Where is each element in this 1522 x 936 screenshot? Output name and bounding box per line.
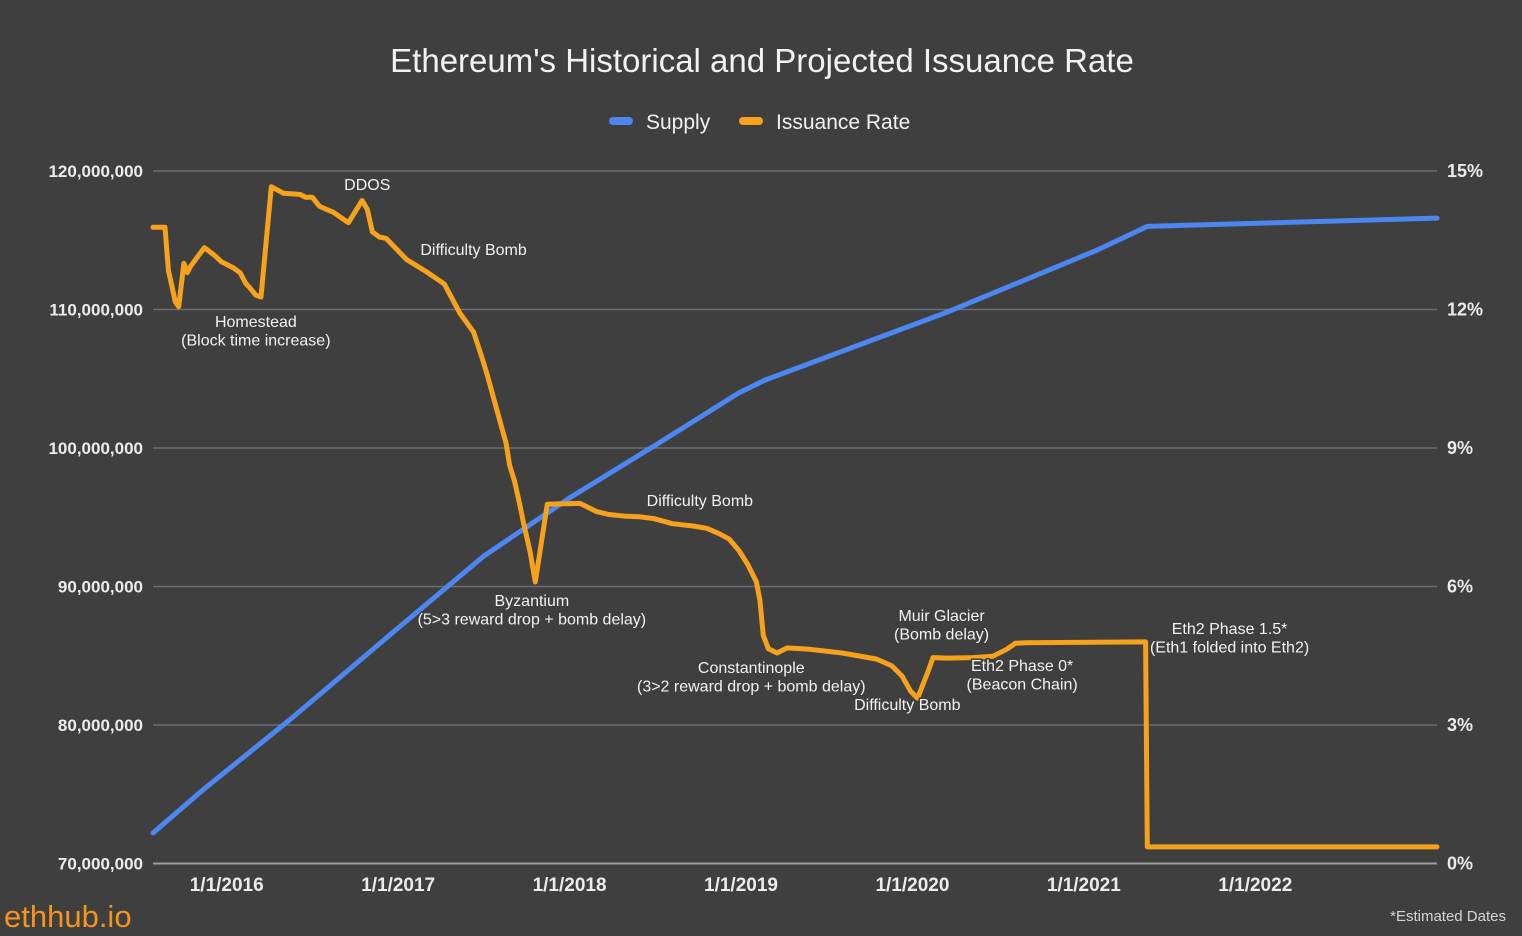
x-axis-tick-label: 1/1/2016 — [190, 875, 264, 896]
annotation-label: Eth2 Phase 0* — [971, 658, 1073, 675]
annotation-label: Constantinople — [698, 660, 805, 677]
legend-swatch-issuance-rate — [739, 117, 763, 125]
x-axis-tick-label: 1/1/2017 — [361, 875, 435, 896]
legend: Supply Issuance Rate — [609, 111, 910, 134]
y-axis-left-tick-label: 70,000,000 — [58, 855, 143, 874]
y-axis-left-tick-label: 100,000,000 — [48, 439, 143, 458]
x-axis-tick-label: 1/1/2018 — [533, 875, 607, 896]
y-axis-left-tick-label: 90,000,000 — [58, 578, 143, 597]
y-axis-left-tick-label: 80,000,000 — [58, 716, 143, 735]
legend-swatch-supply — [609, 117, 633, 125]
y-axis-left-tick-label: 120,000,000 — [48, 162, 143, 181]
annotation-label: DDOS — [344, 177, 390, 194]
annotation-label: (Eth1 folded into Eth2) — [1150, 639, 1309, 656]
annotation-label: Eth2 Phase 1.5* — [1172, 621, 1288, 638]
ethhub-watermark: ethhub.io — [4, 899, 132, 934]
y-axis-right-tick-label: 0% — [1447, 854, 1473, 874]
series-line-supply — [150, 215, 1440, 836]
annotation-label: (Bomb delay) — [894, 627, 989, 644]
legend-label-issuance-rate: Issuance Rate — [776, 111, 910, 134]
annotation-label: Difficulty Bomb — [854, 697, 961, 714]
x-axis-tick-label: 1/1/2019 — [704, 875, 778, 896]
x-axis-tick-label: 1/1/2022 — [1218, 875, 1292, 896]
annotation-label: Difficulty Bomb — [420, 242, 527, 259]
annotation-label: (3>2 reward drop + bomb delay) — [637, 679, 866, 696]
y-axis-left-tick-label: 110,000,000 — [49, 301, 143, 320]
annotation-label: (Block time increase) — [181, 332, 330, 349]
chart-title: Ethereum's Historical and Projected Issu… — [390, 42, 1134, 79]
y-axis-right-tick-label: 9% — [1447, 438, 1473, 458]
estimated-dates-note: *Estimated Dates — [1390, 908, 1506, 925]
legend-label-supply: Supply — [646, 111, 711, 134]
x-axis-labels: 1/1/2016 1/1/2017 1/1/2018 1/1/2019 1/1/2020… — [190, 875, 1293, 896]
y-axis-right-labels: 0% 3% 6% 9% 12% 15% — [1447, 161, 1483, 874]
y-axis-left-labels: 70,000,000 80,000,000 90,000,000 100,000,00… — [48, 162, 143, 874]
y-axis-right-tick-label: 6% — [1447, 577, 1473, 597]
annotation-label: Difficulty Bomb — [647, 493, 754, 510]
y-axis-right-tick-label: 12% — [1447, 300, 1483, 320]
series-lines — [150, 184, 1440, 850]
annotations: DDOS Difficulty Bomb Homestead(Block time … — [180, 175, 1311, 715]
x-axis-tick-label: 1/1/2020 — [875, 875, 949, 896]
x-axis-tick-label: 1/1/2021 — [1047, 875, 1121, 896]
y-axis-right-tick-label: 3% — [1447, 715, 1473, 735]
y-axis-right-tick-label: 15% — [1447, 161, 1483, 181]
annotation-label: (5>3 reward drop + bomb delay) — [418, 611, 647, 628]
annotation-label: (Beacon Chain) — [967, 676, 1078, 693]
gridlines — [153, 170, 1437, 865]
annotation-label: Muir Glacier — [898, 608, 985, 625]
annotation-label: Byzantium — [495, 593, 570, 610]
annotation-label: Homestead — [215, 314, 297, 331]
series-line-issuance-rate — [150, 184, 1440, 850]
